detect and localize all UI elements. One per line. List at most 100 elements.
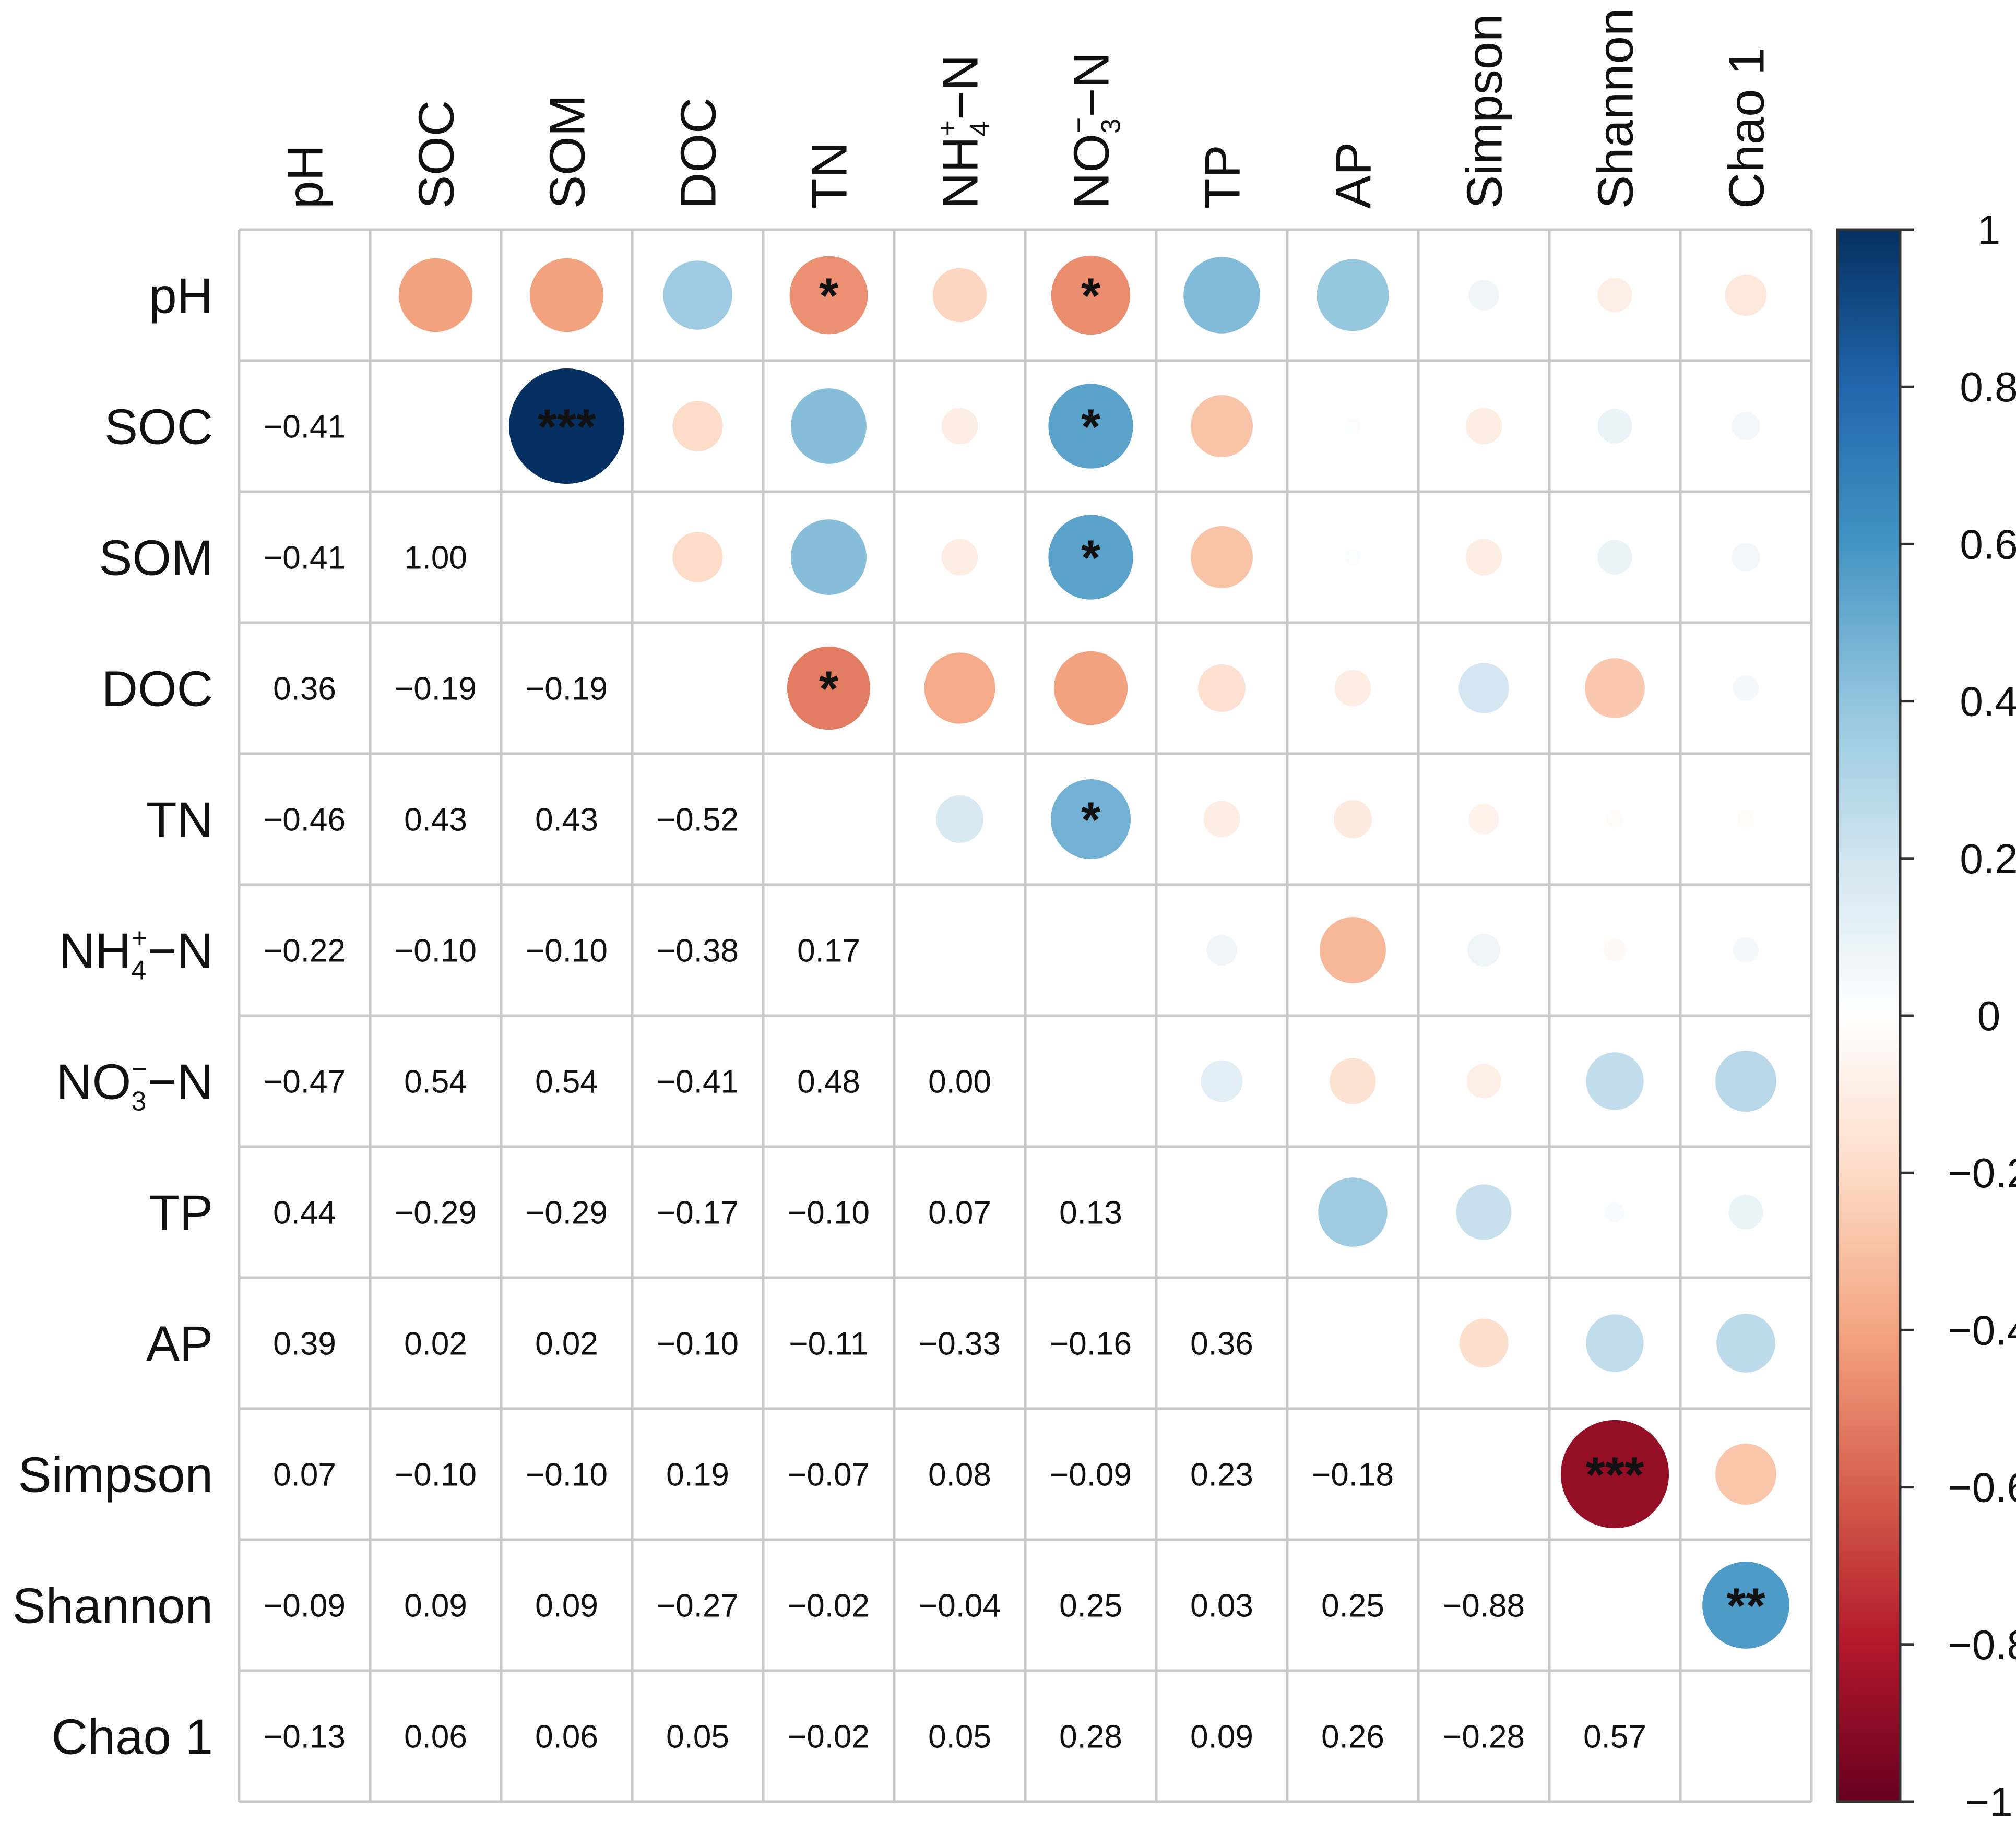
corr-circle <box>932 268 987 323</box>
corr-circle <box>1206 935 1237 966</box>
corr-value: −0.10 <box>395 1457 477 1493</box>
colorbar-tick-label: −0.2 <box>1948 1150 2016 1196</box>
corr-circle <box>1050 779 1131 860</box>
corr-circle <box>1456 1184 1512 1240</box>
corr-value: 0.43 <box>404 802 467 838</box>
corr-value: −0.09 <box>264 1588 346 1624</box>
corr-circle <box>1603 938 1627 962</box>
corr-circle <box>1597 278 1632 313</box>
corr-circle <box>672 532 723 582</box>
corr-value: 0.17 <box>797 933 860 969</box>
colorbar-tick-label: 0.2 <box>1960 836 2016 882</box>
row-label: SOM <box>99 530 213 586</box>
colorbar-tick-label: 0.6 <box>1960 521 2016 567</box>
column-label: Chao 1 <box>1719 47 1775 209</box>
corr-circle <box>1715 1444 1776 1505</box>
corr-value: −0.13 <box>264 1719 346 1755</box>
row-label: DOC <box>102 661 213 717</box>
column-label: TP <box>1195 145 1251 209</box>
corr-circle <box>1605 1202 1625 1222</box>
corr-circle <box>1051 255 1131 335</box>
corr-circle <box>787 646 871 730</box>
column-label: NH4+−N <box>933 55 995 209</box>
row-labels: pH SOC SOM DOC TN NH4+−N NO3−−N TP AP Simpson Shan… <box>13 268 213 1765</box>
corr-circle <box>1465 408 1502 445</box>
corr-value: 0.26 <box>1321 1719 1384 1755</box>
corr-circle <box>1702 1562 1789 1649</box>
corr-value: −0.47 <box>264 1064 346 1100</box>
row-label: TP <box>149 1185 213 1241</box>
corr-value: 0.06 <box>404 1719 467 1755</box>
corr-circle <box>1560 1420 1669 1529</box>
corr-value: 0.19 <box>666 1457 729 1493</box>
corr-value: −0.10 <box>657 1326 739 1362</box>
colorbar-tick-label: −0.6 <box>1948 1464 2016 1511</box>
colorbar-tick-label: 1 <box>1977 207 2001 253</box>
corr-value: 0.43 <box>535 802 598 838</box>
corr-value: 1.00 <box>404 540 467 576</box>
corr-circle <box>935 795 984 843</box>
corr-value: 0.09 <box>1190 1719 1253 1755</box>
column-label: TN <box>802 142 858 209</box>
row-label: NO3−−N <box>56 1054 213 1117</box>
corr-value: 0.08 <box>928 1457 991 1493</box>
corr-value: −0.19 <box>526 671 608 707</box>
corr-value: −0.07 <box>788 1457 870 1493</box>
corr-circle <box>529 258 604 332</box>
corr-value: 0.28 <box>1059 1719 1122 1755</box>
corr-value: 0.54 <box>535 1064 598 1100</box>
corr-circle <box>1459 1318 1509 1368</box>
corr-circle <box>1344 549 1361 566</box>
corr-value: 0.13 <box>1059 1195 1122 1231</box>
corr-value: −0.10 <box>526 933 608 969</box>
corr-circle <box>1597 540 1632 575</box>
corr-circle <box>663 260 732 330</box>
corr-circle <box>941 408 978 445</box>
corr-value: −0.10 <box>526 1457 608 1493</box>
significance-star: * <box>1081 792 1101 848</box>
corr-circle <box>1466 1064 1501 1099</box>
corr-circle <box>941 539 978 576</box>
row-label: Chao 1 <box>51 1709 213 1765</box>
corr-circle <box>1467 934 1500 967</box>
corr-circle <box>1606 811 1623 828</box>
corr-circle <box>1597 409 1632 444</box>
corr-value: 0.36 <box>1190 1326 1253 1362</box>
corr-circle <box>1203 801 1240 838</box>
corr-value: 0.03 <box>1190 1588 1253 1624</box>
corr-circle <box>1183 257 1260 334</box>
corr-value: −0.29 <box>395 1195 477 1231</box>
corr-value: −0.16 <box>1050 1326 1132 1362</box>
corr-circle <box>509 368 624 484</box>
colorbar-gradient <box>1836 228 1902 1803</box>
significance-star: * <box>819 661 839 717</box>
colorbar-tick-label: 0.8 <box>1960 364 2016 410</box>
corr-value: −0.33 <box>919 1326 1001 1362</box>
corr-value: 0.09 <box>404 1588 467 1624</box>
corr-circle <box>1586 1314 1644 1372</box>
corr-value: 0.25 <box>1321 1588 1384 1624</box>
row-label: pH <box>149 268 213 324</box>
corr-circle <box>1732 412 1760 440</box>
corr-value: −0.41 <box>264 409 346 445</box>
corr-circle <box>1197 664 1246 712</box>
corr-circle <box>1715 1051 1776 1112</box>
column-label: Shannon <box>1588 8 1644 209</box>
row-label: Simpson <box>18 1447 214 1503</box>
colorbar-tick-label: −1 <box>1965 1779 2012 1822</box>
corr-circle <box>1191 526 1253 588</box>
corr-circle <box>1465 539 1502 576</box>
column-label: NO3−−N <box>1064 52 1126 209</box>
corr-value: 0.44 <box>273 1195 336 1231</box>
significance-star: * <box>1081 268 1101 324</box>
corr-circle <box>1053 651 1128 725</box>
corr-circle <box>1191 395 1253 457</box>
corr-circle <box>1317 259 1389 331</box>
corr-circle <box>1586 1052 1644 1110</box>
row-label: NH4+−N <box>59 923 213 986</box>
corr-circle <box>1330 1058 1376 1104</box>
corr-circle <box>1344 418 1361 435</box>
corr-circle <box>1201 1060 1243 1102</box>
corr-circle <box>1725 274 1767 316</box>
corr-value: −0.17 <box>657 1195 739 1231</box>
